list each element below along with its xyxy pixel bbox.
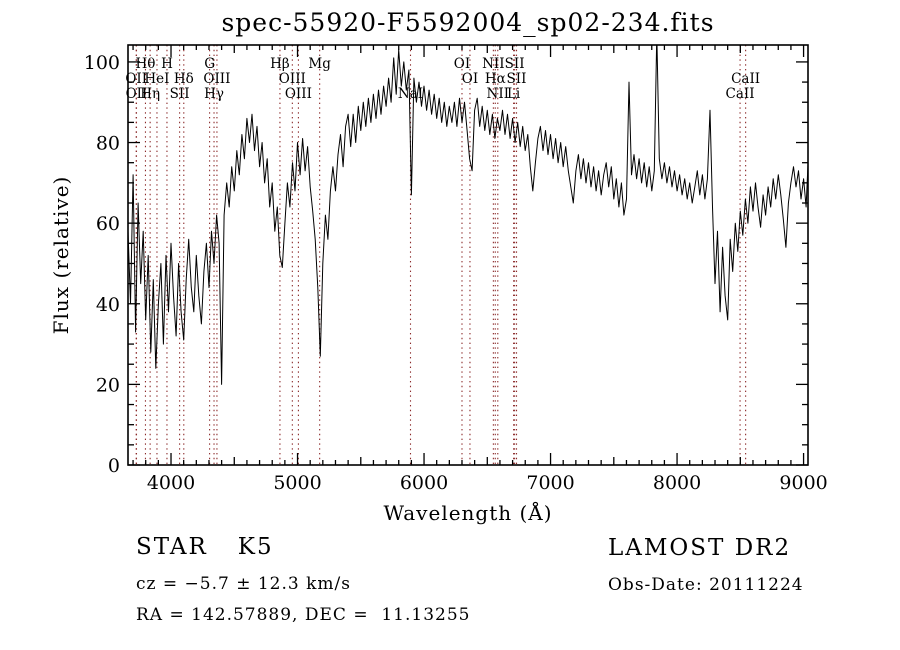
- y-axis-label: Flux (relative): [49, 175, 73, 335]
- spectral-line-label: OII: [126, 86, 148, 102]
- spectral-line-label: Hθ: [136, 56, 156, 72]
- spectrum-trace: [128, 45, 808, 385]
- y-tick-label: 20: [96, 374, 120, 396]
- spectral-line-label: CaII: [731, 71, 760, 87]
- x-tick-label: 4000: [147, 472, 195, 494]
- plot-title: spec-55920-F5592004_sp02-234.fits: [221, 8, 715, 37]
- y-tick-label: 80: [96, 133, 120, 155]
- spectral-line-label: CaII: [726, 86, 755, 102]
- spectral-line-label: Li: [507, 86, 521, 102]
- spectral-line-label: NaI: [398, 86, 423, 102]
- survey-label: LAMOST DR2: [608, 535, 792, 561]
- spectral-line-label: SII: [170, 86, 190, 102]
- spectral-line-label: Hγ: [204, 86, 224, 102]
- spectral-line-label: OI: [462, 71, 478, 87]
- x-tick-label: 8000: [653, 472, 701, 494]
- cz-line: cz = −5.7 ± 12.3 km/s: [136, 574, 351, 594]
- y-tick-label: 0: [108, 455, 120, 477]
- x-tick-label: 5000: [273, 472, 321, 494]
- spectral-line-label: G: [204, 56, 215, 72]
- obs-date-label: Obs-Date: 20111224: [608, 575, 804, 595]
- object-class: STAR: [136, 534, 208, 560]
- spectral-line-label: Hα: [485, 71, 506, 87]
- x-axis-label: Wavelength (Å): [383, 501, 553, 525]
- spectral-line-label: SII: [505, 56, 525, 72]
- spectral-line-label: Hη: [140, 86, 160, 102]
- x-tick-label: 7000: [526, 472, 574, 494]
- spectral-line-label: OI: [454, 56, 470, 72]
- spectral-line-label: SII: [507, 71, 527, 87]
- spectral-line-label: OII: [125, 71, 147, 87]
- spectral-line-label: NII: [482, 56, 504, 72]
- spectral-line-label: Hβ: [270, 56, 290, 72]
- radec-line: RA = 142.57889, DEC = 11.13255: [136, 605, 471, 625]
- x-tick-label: 6000: [400, 472, 448, 494]
- y-tick-label: 60: [96, 213, 120, 235]
- spectral-line-label: NII: [487, 86, 509, 102]
- x-tick-label: 9000: [779, 472, 827, 494]
- spectral-line-label: HeI: [144, 71, 169, 87]
- spectral-line-label: H: [161, 56, 173, 72]
- spectral-line-label: OIII: [203, 71, 230, 87]
- spectral-line-label: Mg: [308, 56, 331, 72]
- plot-frame: [127, 44, 809, 466]
- object-subclass: K5: [237, 534, 274, 560]
- y-tick-label: 40: [96, 294, 120, 316]
- y-tick-label: 100: [84, 52, 120, 74]
- spectral-line-label: OIII: [279, 71, 306, 87]
- spectral-line-label: OIII: [285, 86, 312, 102]
- spectral-line-label: Hδ: [174, 71, 194, 87]
- object-class-line: STAR K5: [136, 534, 274, 560]
